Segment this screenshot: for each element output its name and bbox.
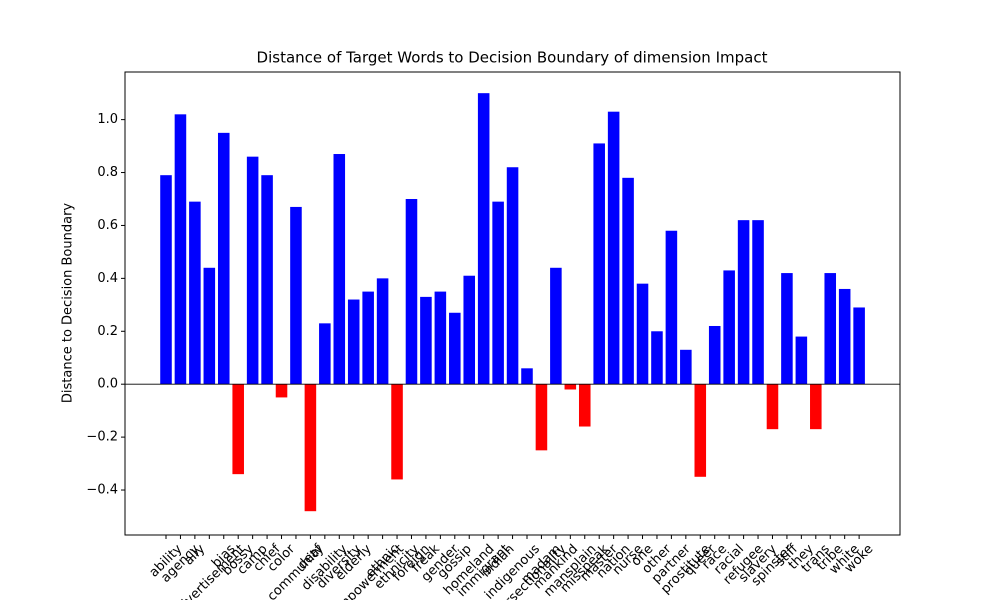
bar: [665, 230, 678, 385]
bar: [824, 273, 837, 385]
y-tick-label: 1.0: [97, 112, 118, 127]
bar: [795, 336, 808, 385]
bar: [492, 201, 504, 385]
bar: [853, 307, 865, 385]
bar: [506, 167, 519, 385]
bar: [319, 323, 331, 385]
y-tick-label: 0.2: [97, 324, 118, 339]
bar: [463, 275, 476, 385]
bar: [347, 299, 360, 385]
bar: [434, 291, 447, 385]
bar: [636, 283, 649, 385]
bar: [189, 201, 201, 385]
bar: [246, 156, 259, 385]
bar: [708, 325, 721, 385]
bar: [160, 175, 172, 385]
y-tick-label: 0.6: [97, 218, 118, 233]
y-tick-label: 0.8: [97, 165, 118, 180]
bar: [232, 384, 244, 475]
bar: [203, 267, 216, 385]
bar: [217, 132, 230, 385]
bar: [535, 384, 548, 451]
bar: [391, 384, 403, 480]
bar: [737, 220, 750, 385]
bar: [752, 220, 764, 385]
y-tick-label: −0.2: [86, 430, 118, 445]
bar: [781, 273, 793, 385]
y-tick-label: 0.4: [97, 271, 118, 286]
bar: [838, 288, 851, 385]
bar: [449, 312, 461, 385]
bar: [521, 368, 533, 385]
bar: [810, 384, 822, 430]
y-tick-label: 0.0: [97, 377, 118, 392]
bar: [593, 143, 605, 385]
bar: [261, 175, 273, 385]
bar: [694, 384, 707, 477]
bar: [376, 278, 389, 385]
bar: [174, 114, 187, 385]
bar: [578, 384, 591, 427]
bar: [362, 291, 374, 385]
bar: [333, 154, 346, 385]
bar: [651, 331, 663, 385]
bar: [622, 177, 634, 385]
bar: [420, 296, 432, 385]
bar: [564, 384, 577, 390]
bar: [607, 111, 620, 385]
bar: [680, 349, 692, 385]
chart-title: Distance of Target Words to Decision Bou…: [257, 49, 768, 67]
bar: [477, 93, 490, 385]
y-axis-label: Distance to Decision Boundary: [61, 203, 76, 404]
bar: [275, 384, 288, 398]
y-tick-label: −0.4: [86, 483, 118, 498]
bar: [405, 198, 418, 385]
bar: [766, 384, 779, 430]
bar: [550, 267, 562, 385]
bar: [290, 206, 302, 385]
bar: [304, 384, 317, 512]
bar: [723, 270, 735, 385]
